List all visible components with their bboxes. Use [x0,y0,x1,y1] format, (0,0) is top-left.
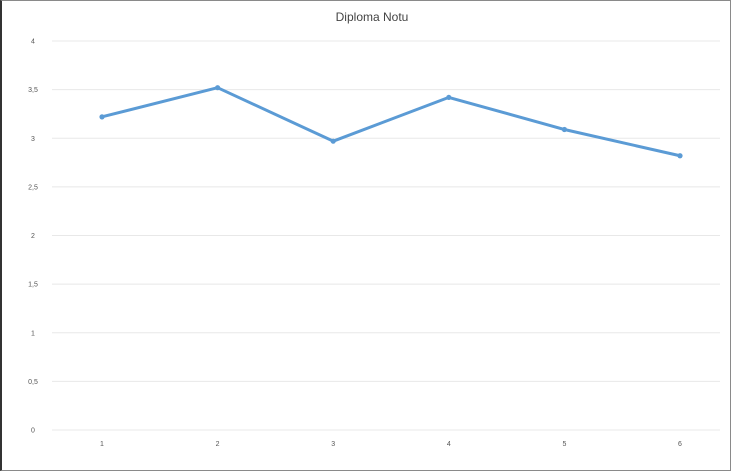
x-tick-label: 5 [562,441,566,448]
data-point [677,153,683,159]
data-series [99,85,683,159]
x-tick-label: 1 [100,441,104,448]
x-tick-label: 4 [447,441,451,448]
y-tick-label: 0 [31,428,35,435]
data-point [99,114,105,120]
data-point [446,94,452,101]
y-tick-label: 1 [31,330,35,337]
series-line [100,86,682,158]
grid-lines [52,40,720,431]
y-tick-label: 4 [31,39,35,46]
y-tick-label: 0,5 [28,379,38,386]
y-axis-tick-labels: 0 0,5 1 1,5 2 2,5 3 3,5 4 [28,39,38,435]
data-point [561,126,568,133]
x-tick-label: 6 [678,441,682,448]
x-axis-tick-labels: 1 2 3 4 5 6 [100,441,682,448]
y-tick-label: 2,5 [28,184,38,191]
data-point [215,85,221,91]
y-tick-label: 3,5 [28,87,38,94]
x-tick-label: 3 [331,441,335,448]
y-tick-label: 3 [31,136,35,143]
chart-title: Diploma Notu [336,10,409,24]
data-point [330,138,336,144]
y-tick-label: 1,5 [28,282,38,289]
y-tick-label: 2 [31,233,35,240]
x-tick-label: 2 [216,441,220,448]
